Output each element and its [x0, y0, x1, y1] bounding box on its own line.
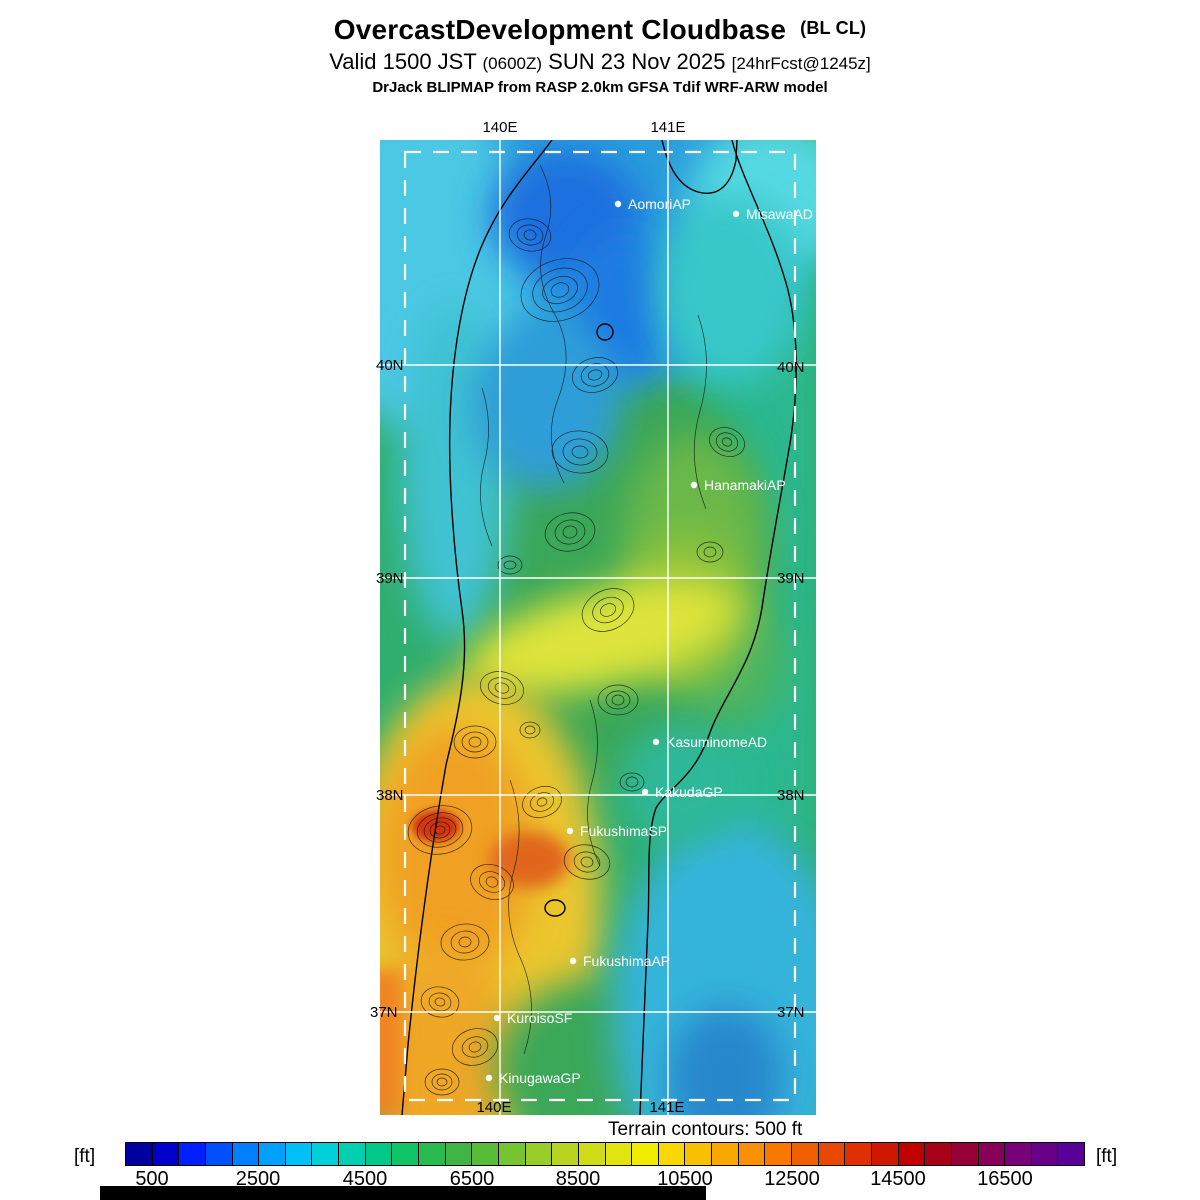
colorbar-cell	[312, 1143, 340, 1165]
station-marker: KasuminomeAD	[652, 734, 767, 750]
lake-towada	[596, 323, 614, 341]
lat-label-right-0: 40N	[777, 359, 805, 376]
cloudbase-color-field	[380, 140, 816, 1115]
colorbar-tick-7: 14500	[870, 1168, 926, 1190]
valid-time: Valid 1500 JST	[329, 49, 477, 74]
colorbar-unit-left: [ft]	[74, 1146, 96, 1167]
colorbar-tick-1: 2500	[235, 1168, 281, 1190]
colorbar-tick-4: 8500	[555, 1168, 601, 1190]
colorbar-tick-6: 12500	[764, 1168, 820, 1190]
coastline	[401, 140, 797, 1115]
colorbar-cell	[365, 1143, 393, 1165]
forecast-tag: [24hrFcst@1245z]	[731, 54, 871, 73]
page-title: OvercastDevelopment Cloudbase (BL CL)	[0, 14, 1200, 46]
colorbar-cell	[1031, 1143, 1059, 1165]
colorbar-cell	[951, 1143, 979, 1165]
model-line: DrJack BLIPMAP from RASP 2.0km GFSA Tdif…	[372, 79, 828, 96]
station-marker: MisawaAD	[732, 206, 813, 222]
lon-label-top-1: 141E	[650, 119, 686, 136]
latlon-grid	[380, 140, 816, 1115]
colorbar-cell	[205, 1143, 233, 1165]
colorbar-cell	[259, 1143, 286, 1165]
terrain-contour-lines	[407, 164, 745, 1096]
lon-label-bottom-1: 141E	[649, 1099, 685, 1116]
colorbar-tick-0: 500	[135, 1168, 169, 1190]
lon-label-top-0: 140E	[482, 119, 518, 136]
colorbar-cell	[605, 1143, 633, 1165]
station-marker: FukushimaSP	[566, 823, 667, 839]
lat-label-right-1: 39N	[777, 570, 805, 587]
bottom-black-bar	[100, 1186, 706, 1200]
station-marker: AomoriAP	[614, 196, 691, 212]
valid-zulu: (0600Z)	[482, 54, 543, 73]
colorbar-ticks: 500 2500 4500 6500 8500 10500 12500 1450…	[125, 1168, 1085, 1194]
lat-label-left-0: 40N	[376, 357, 404, 374]
station-label: KasuminomeAD	[666, 734, 767, 750]
station-label: AomoriAP	[628, 196, 691, 212]
terrain-contours-note: Terrain contours: 500 ft	[608, 1119, 803, 1140]
colorbar-cell	[552, 1143, 579, 1165]
colorbar-cell	[578, 1143, 606, 1165]
colorbar	[125, 1142, 1085, 1166]
colorbar-cell	[472, 1143, 499, 1165]
station-marker: KinugawaGP	[485, 1070, 581, 1086]
colorbar-cell	[871, 1143, 899, 1165]
blipmap-map: AomoriAP MisawaAD HanamakiAP KasuminomeA…	[380, 140, 816, 1115]
colorbar-cell	[419, 1143, 446, 1165]
colorbar-cell	[152, 1143, 180, 1165]
lon-label-bottom-0: 140E	[476, 1099, 512, 1116]
colorbar-cell	[1005, 1143, 1032, 1165]
colorbar-cell	[392, 1143, 420, 1165]
station-label: KinugawaGP	[499, 1070, 581, 1086]
colorbar-cell	[445, 1143, 473, 1165]
lat-label-left-3: 37N	[370, 1004, 398, 1021]
colorbar-unit-right: [ft]	[1096, 1146, 1118, 1167]
lake-inawashiro	[544, 899, 566, 917]
lat-label-left-2: 38N	[376, 787, 404, 804]
station-label: FukushimaSP	[580, 823, 667, 839]
colorbar-cell	[179, 1143, 206, 1165]
header: OvercastDevelopment Cloudbase (BL CL) Va…	[0, 14, 1200, 96]
station-marker: KakudaGP	[641, 784, 723, 800]
colorbar-cell	[845, 1143, 872, 1165]
lat-label-right-2: 38N	[777, 787, 805, 804]
colorbar-cell	[232, 1143, 260, 1165]
colorbar-cell	[126, 1143, 153, 1165]
colorbar-tick-2: 4500	[342, 1168, 388, 1190]
colorbar-cell	[339, 1143, 366, 1165]
station-label: MisawaAD	[746, 206, 813, 222]
colorbar-tick-3: 6500	[449, 1168, 495, 1190]
colorbar-cell	[792, 1143, 819, 1165]
colorbar-cell	[498, 1143, 526, 1165]
colorbar-cell	[925, 1143, 952, 1165]
colorbar-cell	[712, 1143, 739, 1165]
station-label: FukushimaAP	[583, 953, 670, 969]
valid-date: SUN 23 Nov 2025	[548, 49, 726, 74]
colorbar-cell	[1058, 1143, 1085, 1165]
colorbar-cell	[978, 1143, 1006, 1165]
station-label: HanamakiAP	[704, 477, 786, 493]
station-marker: HanamakiAP	[690, 477, 786, 493]
colorbar-cell	[898, 1143, 926, 1165]
colorbar-cell	[632, 1143, 659, 1165]
colorbar-cell	[765, 1143, 793, 1165]
station-label: KakudaGP	[655, 784, 723, 800]
title-text: OvercastDevelopment Cloudbase	[333, 14, 787, 45]
lat-label-right-3: 37N	[777, 1004, 805, 1021]
colorbar-cell	[525, 1143, 553, 1165]
colorbar-cell	[658, 1143, 686, 1165]
colorbar-cell	[738, 1143, 766, 1165]
station-marker: FukushimaAP	[569, 953, 670, 969]
station-marker: KuroisoSF	[493, 1010, 572, 1026]
colorbar-cell	[285, 1143, 313, 1165]
lat-label-left-1: 39N	[376, 570, 404, 587]
stations: AomoriAP MisawaAD HanamakiAP KasuminomeA…	[485, 196, 813, 1086]
colorbar-cell	[818, 1143, 846, 1165]
valid-line: Valid 1500 JST (0600Z) SUN 23 Nov 2025 […	[0, 49, 1200, 75]
colorbar-cell	[685, 1143, 713, 1165]
colorbar-tick-8: 16500	[977, 1168, 1033, 1190]
colorbar-tick-5: 10500	[657, 1168, 713, 1190]
title-suffix: (BL CL)	[800, 18, 867, 38]
station-label: KuroisoSF	[507, 1010, 572, 1026]
